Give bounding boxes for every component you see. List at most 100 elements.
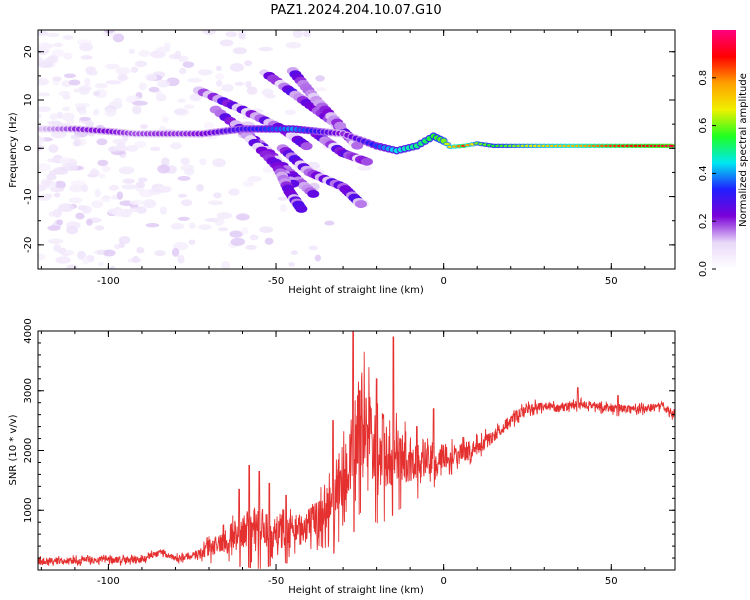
heatmap-speckle [288, 262, 295, 267]
heatmap-speckle [100, 197, 111, 202]
heatmap-speckle [219, 39, 234, 47]
heatmap-speckle [102, 249, 116, 257]
heatmap-speckle [170, 142, 183, 150]
heatmap-speckle [245, 244, 257, 250]
heatmap-speckle [173, 108, 187, 115]
heatmap-speckle [139, 189, 154, 198]
heatmap-speckle [49, 113, 59, 120]
heatmap-speckle [78, 110, 88, 115]
heatmap-speckle [38, 137, 46, 145]
heatmap-speckle [97, 159, 109, 167]
y-tick-label: 4000 [23, 318, 34, 343]
heatmap-speckle [290, 250, 298, 255]
heatmap-speckle [64, 162, 79, 172]
heatmap-speckle [117, 73, 127, 82]
heatmap-speckle [96, 138, 108, 146]
heatmap-speckle [137, 177, 148, 183]
heatmap-speckle [94, 83, 108, 89]
heatmap-speckle [285, 41, 302, 49]
heatmap-speckle [38, 113, 42, 119]
x-tick-label: -100 [97, 576, 120, 587]
heatmap-speckle [215, 65, 222, 72]
heatmap-speckle [241, 227, 249, 235]
heatmap-speckle [177, 55, 189, 63]
heatmap-speckle [97, 261, 105, 267]
heatmap-speckle [357, 165, 372, 171]
heatmap-speckle [57, 203, 74, 213]
heatmap-speckle [136, 247, 145, 254]
heatmap-speckle [284, 109, 297, 116]
heatmap-speckle [92, 90, 100, 97]
heatmap-speckle [262, 166, 275, 173]
heatmap-speckle [105, 80, 122, 85]
colorbar-tick-label: 0.8 [698, 70, 709, 86]
heatmap-speckle [259, 226, 274, 234]
heatmap-speckle [264, 94, 277, 99]
heatmap-speckle [63, 250, 75, 256]
heatmap-speckle [177, 254, 185, 264]
heatmap-speckle [238, 32, 246, 40]
spectrogram-y-ticks: -20 -10 0 10 20 [23, 45, 675, 270]
heatmap-speckle [98, 173, 106, 179]
colorbar-tick-label: 0.2 [698, 213, 709, 229]
spectrogram-x-axis-label: Height of straight line (km) [288, 285, 424, 296]
y-tick-label: 0 [23, 145, 34, 151]
heatmap-speckle [232, 47, 247, 55]
heatmap-speckle [62, 35, 74, 40]
heatmap-speckle [59, 157, 70, 165]
heatmap-speckle [143, 199, 157, 209]
heatmap-speckle [188, 222, 196, 229]
heatmap-speckle [47, 120, 62, 126]
heatmap-speckle [108, 184, 120, 191]
y-tick-label: 1000 [23, 498, 34, 523]
heatmap-speckle [113, 145, 130, 152]
heatmap-speckle [177, 216, 190, 221]
y-tick-label: -20 [23, 237, 34, 253]
heatmap-speckle [79, 116, 91, 121]
snr-y-axis-label: SNR (10 * v/v) [8, 414, 19, 485]
heatmap-speckle [104, 30, 115, 34]
heatmap-speckle [109, 265, 116, 269]
x-tick-label: 0 [440, 576, 446, 587]
heatmap-speckle [97, 249, 105, 255]
heatmap-streak-cell [300, 142, 313, 151]
heatmap-speckle [116, 191, 124, 200]
heatmap-speckle [145, 73, 158, 82]
heatmap-speckle [184, 104, 195, 109]
heatmap-speckle [52, 76, 62, 82]
heatmap-speckle [86, 218, 93, 226]
heatmap-speckle [177, 175, 191, 181]
heatmap-speckle [242, 180, 255, 187]
heatmap-streak-cell [307, 189, 320, 198]
heatmap-speckle [134, 140, 147, 148]
heatmap-speckle [56, 219, 64, 226]
heatmap-speckle [279, 204, 288, 212]
colorbar-tick-label: 0.4 [698, 165, 709, 181]
heatmap-speckle [105, 63, 120, 70]
heatmap-speckle [225, 31, 238, 38]
heatmap-speckle [138, 49, 151, 58]
heatmap-speckle [184, 168, 195, 176]
heatmap-speckle [53, 42, 63, 48]
spectrogram-plot-area [38, 30, 675, 269]
colorbar: 0.0 0.2 0.4 0.6 0.8 Normalized spectral ampl… [698, 30, 749, 277]
heatmap-speckle [177, 98, 187, 103]
snr-x-axis-label: Height of straight line (km) [288, 585, 424, 596]
heatmap-speckle [315, 87, 327, 92]
heatmap-speckle [196, 184, 204, 192]
heatmap-speckle [104, 107, 117, 117]
heatmap-speckle [38, 92, 51, 97]
heatmap-speckle [198, 224, 212, 230]
heatmap-speckle [54, 180, 66, 190]
spectrogram-x-ticks: -100 -50 0 50 [40, 30, 646, 287]
heatmap-speckle [81, 205, 92, 214]
colorbar-tick-label: 0.0 [698, 261, 709, 277]
heatmap-speckle [140, 124, 148, 130]
heatmap-speckle [72, 140, 81, 147]
heatmap-speckle [186, 77, 203, 83]
spectrogram-y-axis-label: Frequency (Hz) [8, 112, 19, 188]
snr-series-line [38, 331, 675, 569]
heatmap-speckle [118, 166, 135, 175]
heatmap-speckle [129, 199, 145, 206]
